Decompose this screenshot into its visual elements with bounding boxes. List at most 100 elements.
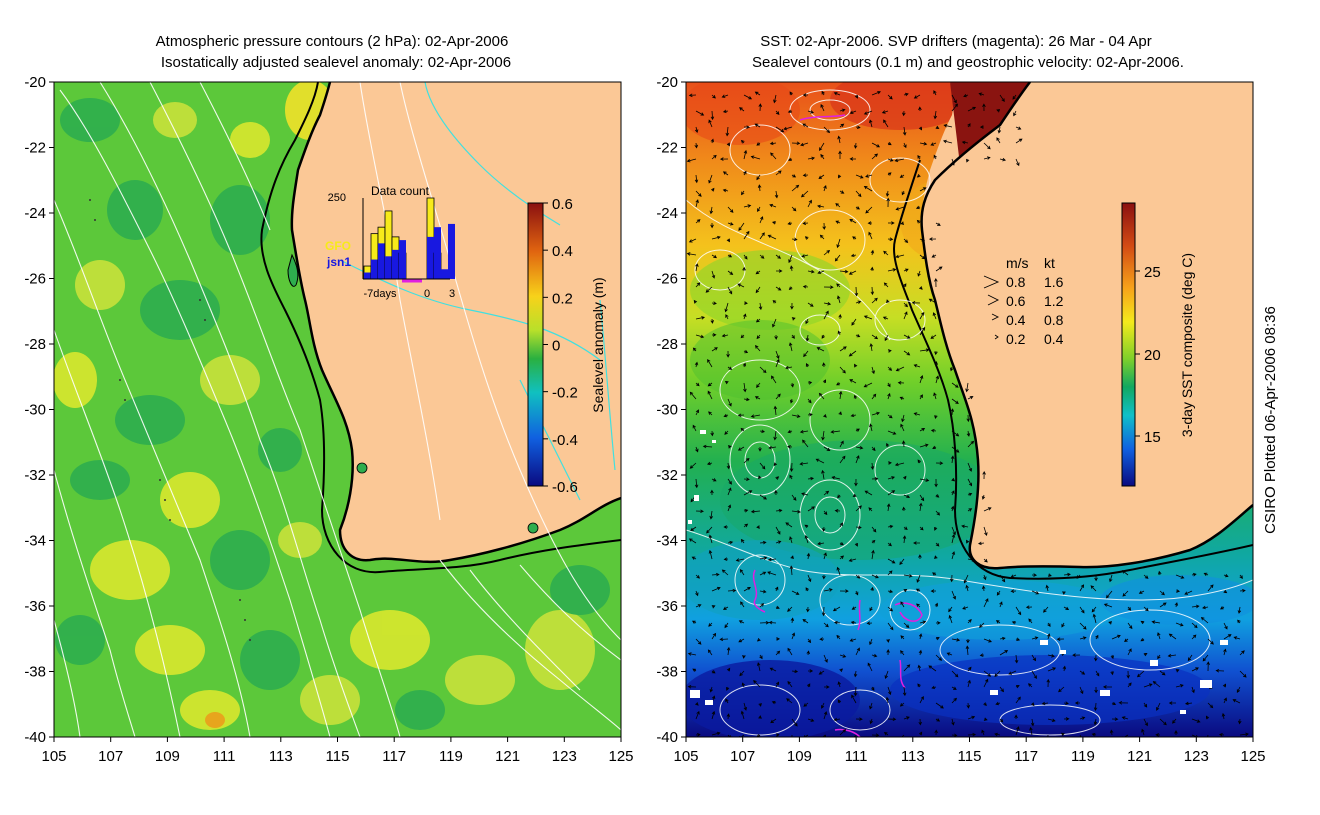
velocity-vector	[789, 474, 793, 480]
velocity-vector	[823, 285, 834, 289]
velocity-vector	[1121, 570, 1129, 576]
velocity-vector	[711, 731, 721, 736]
velocity-vector	[870, 286, 875, 296]
velocity-vector	[903, 268, 909, 272]
velocity-vector	[967, 106, 977, 112]
velocity-vector	[848, 350, 857, 357]
velocity-vector	[887, 158, 894, 162]
velocity-vector	[887, 558, 896, 564]
velocity-vector	[1079, 622, 1087, 630]
velocity-vector	[949, 574, 954, 583]
velocity-vector	[694, 478, 699, 489]
velocity-vector	[871, 297, 878, 304]
velocity-vector	[932, 445, 937, 449]
velocity-vector	[756, 334, 761, 340]
velocity-vector	[855, 125, 861, 129]
velocity-vector	[823, 654, 828, 663]
velocity-vector	[895, 254, 905, 259]
velocity-vector	[933, 90, 937, 96]
velocity-vector	[887, 382, 891, 388]
velocity-vector	[855, 300, 862, 304]
velocity-vector	[1239, 574, 1243, 579]
jsn1-bar	[392, 249, 399, 279]
velocity-vector	[821, 469, 825, 480]
velocity-vector	[787, 429, 793, 434]
velocity-vector	[805, 334, 810, 342]
velocity-vector	[692, 347, 697, 352]
velocity-vector	[1047, 718, 1056, 722]
x-tick-label: 117	[1014, 748, 1038, 765]
velocity-vector	[759, 556, 768, 560]
velocity-vector	[883, 732, 889, 736]
inset-ymax: 250	[328, 192, 346, 204]
velocity-vector	[743, 125, 751, 129]
velocity-vector	[951, 590, 956, 600]
velocity-vector	[903, 574, 913, 578]
velocity-vector	[983, 156, 991, 160]
velocity-vector	[1127, 622, 1133, 630]
velocity-vector	[935, 494, 940, 498]
velocity-vector	[1090, 585, 1097, 592]
velocity-key-ms-header: m/s	[1006, 255, 1029, 271]
svp-drifter-tracks	[752, 114, 923, 737]
velocity-vector	[919, 141, 928, 146]
velocity-vector	[1014, 654, 1019, 664]
velocity-vector	[869, 718, 873, 725]
velocity-vector	[725, 314, 729, 320]
velocity-vector	[839, 522, 844, 528]
velocity-vector	[855, 334, 861, 338]
velocity-vector	[883, 250, 889, 256]
velocity-vector	[775, 286, 782, 291]
velocity-vector	[935, 222, 941, 226]
velocity-vector	[883, 282, 889, 288]
velocity-vector	[820, 153, 825, 160]
shelf-contour	[260, 82, 621, 574]
velocity-vector	[1063, 572, 1071, 577]
velocity-vector	[934, 602, 939, 608]
velocity-vector	[743, 230, 750, 240]
velocity-vector	[849, 379, 857, 384]
velocity-vector	[1157, 654, 1161, 660]
colorbar-tick-label: 0.6	[552, 196, 573, 213]
velocity-vector	[897, 381, 905, 385]
velocity-vector	[837, 681, 841, 688]
cyan-contour	[519, 379, 581, 501]
velocity-vector	[900, 423, 905, 432]
velocity-vector	[695, 604, 702, 608]
velocity-vector	[981, 729, 985, 736]
velocity-vector	[691, 556, 697, 560]
velocity-vector	[771, 221, 777, 225]
velocity-vector	[870, 586, 874, 592]
velocity-vector	[772, 318, 777, 328]
velocity-vector	[755, 318, 761, 323]
velocity-vector	[1202, 654, 1209, 662]
velocity-vector	[887, 430, 897, 435]
velocity-vector	[951, 382, 959, 388]
velocity-vector	[807, 269, 815, 274]
velocity-vector	[817, 270, 825, 274]
velocity-vector	[768, 445, 777, 450]
velocity-vector	[726, 646, 731, 656]
velocity-vector	[724, 430, 729, 435]
velocity-vector	[727, 445, 732, 449]
velocity-vector	[869, 119, 873, 128]
velocity-vector	[710, 222, 714, 229]
velocity-vector	[983, 574, 987, 581]
y-tick-label: -28	[656, 336, 678, 353]
velocity-vector	[1205, 715, 1210, 720]
velocity-vector	[967, 492, 973, 497]
velocity-vector	[1215, 668, 1225, 673]
velocity-vector	[823, 588, 833, 592]
velocity-vector	[711, 235, 721, 240]
velocity-vector	[767, 234, 777, 240]
velocity-vector	[913, 541, 920, 545]
velocity-vector	[1151, 620, 1161, 624]
velocity-vector	[835, 220, 841, 224]
velocity-vector	[740, 334, 745, 339]
velocity-vector	[743, 301, 748, 305]
velocity-vector	[727, 222, 734, 226]
velocity-vector	[758, 475, 762, 480]
velocity-vector	[1093, 718, 1098, 726]
velocity-vector	[769, 203, 777, 208]
x-tick-label: 109	[155, 748, 180, 765]
